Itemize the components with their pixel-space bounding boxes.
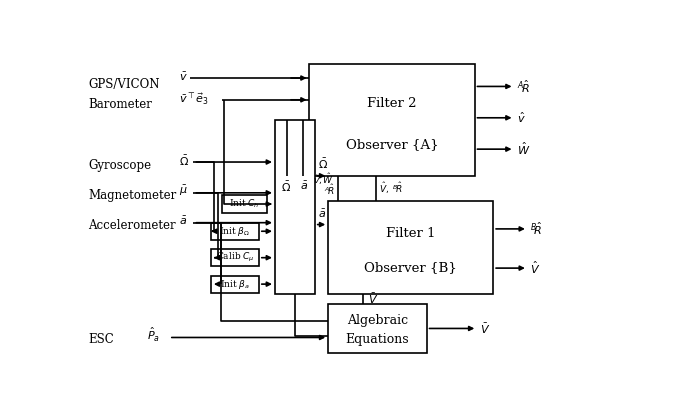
Bar — [328, 303, 427, 354]
Text: $\bar{v}^\top \vec{e}_3$: $\bar{v}^\top \vec{e}_3$ — [179, 91, 209, 107]
Text: $\bar{V}$: $\bar{V}$ — [480, 321, 490, 336]
Text: $\bar{a}$: $\bar{a}$ — [179, 215, 187, 227]
Text: $\hat{P}_a$: $\hat{P}_a$ — [146, 326, 159, 344]
Text: Observer {B}: Observer {B} — [364, 262, 457, 275]
Text: Gyroscope: Gyroscope — [89, 159, 152, 172]
Text: $\bar{V}$: $\bar{V}$ — [368, 292, 378, 306]
Text: $\bar{\mu}$: $\bar{\mu}$ — [179, 184, 188, 198]
Text: $\hat{W}$: $\hat{W}$ — [517, 141, 530, 157]
Text: $\bar{\Omega}$: $\bar{\Omega}$ — [318, 157, 328, 171]
Text: $\hat{V},\;^B\!\hat{R}$: $\hat{V},\;^B\!\hat{R}$ — [379, 181, 403, 196]
Text: Observer {A}: Observer {A} — [346, 138, 438, 151]
Text: $\bar{a}$: $\bar{a}$ — [318, 207, 326, 219]
Text: Magnetometer: Magnetometer — [89, 189, 177, 202]
Text: $^A\!\hat{R}$: $^A\!\hat{R}$ — [324, 183, 335, 197]
Text: Filter 1: Filter 1 — [386, 227, 436, 240]
Text: Calib $C_{\mu}$: Calib $C_{\mu}$ — [216, 251, 254, 264]
Text: ESC: ESC — [89, 333, 114, 347]
Bar — [310, 64, 475, 176]
Text: $^A\!\hat{R}$: $^A\!\hat{R}$ — [517, 78, 530, 95]
Text: $\hat{v}, \hat{W}$: $\hat{v}, \hat{W}$ — [313, 171, 335, 187]
Text: Equations: Equations — [346, 333, 409, 346]
Bar — [222, 195, 267, 213]
Text: Init $C_h$: Init $C_h$ — [229, 198, 260, 210]
Text: $\hat{V}$: $\hat{V}$ — [530, 260, 541, 276]
Text: $\hat{v}$: $\hat{v}$ — [517, 111, 526, 125]
Text: $\bar{v}$: $\bar{v}$ — [179, 71, 188, 83]
Bar — [328, 201, 493, 294]
Text: $\bar{a}$: $\bar{a}$ — [300, 180, 308, 192]
Bar — [211, 223, 259, 240]
Bar — [211, 249, 259, 266]
Text: Algebraic: Algebraic — [347, 314, 408, 328]
Text: Barometer: Barometer — [89, 98, 153, 111]
Text: $^B\!\hat{R}$: $^B\!\hat{R}$ — [530, 221, 543, 237]
Text: Accelerometer: Accelerometer — [89, 219, 176, 231]
Text: $\bar{\Omega}$: $\bar{\Omega}$ — [281, 180, 291, 194]
Text: Filter 2: Filter 2 — [368, 97, 417, 110]
Bar — [275, 120, 315, 294]
Text: $\bar{\Omega}$: $\bar{\Omega}$ — [179, 154, 189, 168]
Text: Init $\beta_a$: Init $\beta_a$ — [220, 278, 250, 290]
Text: Init $\beta_{\Omega}$: Init $\beta_{\Omega}$ — [219, 225, 251, 238]
Text: GPS/VICON: GPS/VICON — [89, 78, 160, 91]
Bar — [211, 276, 259, 292]
